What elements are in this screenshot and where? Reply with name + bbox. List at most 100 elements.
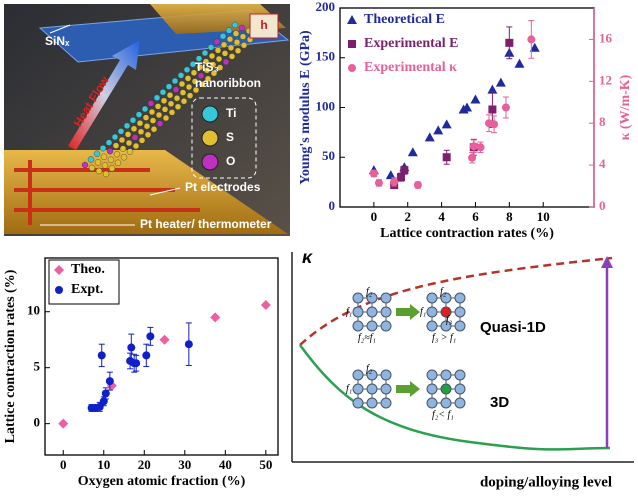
atom	[366, 306, 378, 318]
point	[99, 397, 108, 406]
atom	[216, 64, 224, 71]
atom	[136, 119, 144, 127]
atom	[178, 80, 186, 88]
gap-arrow-head	[601, 256, 613, 268]
point	[495, 77, 506, 87]
point	[210, 312, 221, 323]
y2-tick-label: 8	[599, 114, 606, 129]
y-tick-label: 5	[34, 359, 41, 374]
point	[413, 181, 422, 190]
frequency-label: f₁	[346, 383, 352, 394]
x-tick-label: 20	[138, 457, 151, 472]
atom	[100, 153, 108, 161]
atom	[125, 139, 133, 147]
atom	[173, 94, 181, 102]
frequency-label: f₁	[346, 306, 352, 317]
atom-legend: Ti SO	[201, 105, 236, 171]
legend-swatch	[54, 265, 64, 275]
point	[476, 143, 485, 152]
point	[105, 377, 114, 386]
legend-label: Theo.	[71, 262, 105, 277]
frequency-label: f₂	[366, 286, 373, 297]
heater-lines	[14, 160, 200, 225]
point	[390, 177, 399, 186]
atom	[426, 292, 438, 304]
x-tick-label: 40	[219, 457, 232, 472]
point	[101, 389, 110, 398]
atom	[132, 142, 140, 150]
atom	[191, 78, 199, 85]
frequency-label: f₂	[440, 286, 447, 297]
atom	[155, 111, 163, 119]
atom	[179, 89, 187, 96]
schematic: κ doping/alloying level f₁f₂f₂≈f₁f₁f₂f₃f…	[291, 247, 634, 490]
x-tick-label: 0	[60, 457, 67, 472]
x-tick-label: 50	[259, 457, 272, 472]
point	[505, 38, 514, 47]
atom	[189, 60, 197, 68]
electrode-label: Pt electrodes	[185, 180, 261, 194]
frequency-label: f₂	[366, 363, 373, 374]
point	[184, 340, 193, 349]
legend-label: Expt.	[71, 282, 103, 297]
point	[441, 119, 452, 129]
atom	[113, 150, 121, 158]
quasi-1d-curve	[299, 256, 613, 346]
y2-tick-label: 0	[599, 198, 606, 213]
atom	[380, 320, 392, 332]
y2-axis-label: κ (W/m-K)	[618, 74, 633, 140]
atom	[111, 133, 119, 141]
x-tick-label: 10	[97, 457, 110, 472]
atom	[120, 153, 128, 161]
lattices: f₁ f₂ f₂≈f₁ f₁ f₂ f₃ f₃ > f₁ f₁ f₂ f₂< f₁	[346, 286, 466, 420]
atom	[112, 142, 120, 149]
plot-frame	[44, 257, 279, 456]
atom	[228, 53, 236, 60]
atom	[352, 369, 364, 381]
atom-swatch	[201, 153, 219, 171]
atom	[167, 100, 175, 108]
atom	[124, 131, 132, 138]
atom	[239, 33, 247, 40]
atom	[234, 47, 242, 54]
atom	[454, 397, 466, 409]
atom	[142, 114, 150, 121]
atom	[454, 292, 466, 304]
gap-label: h	[260, 18, 267, 32]
y-tick-label: 150	[316, 49, 336, 64]
atom	[126, 148, 134, 155]
atom	[135, 111, 143, 118]
schematic-x-label: doping/alloying level	[480, 474, 612, 490]
atom	[352, 320, 364, 332]
atom	[118, 136, 126, 144]
atom	[208, 52, 216, 60]
atom	[454, 383, 466, 395]
atom	[148, 108, 156, 116]
atom	[426, 320, 438, 332]
legend-frame	[48, 259, 120, 305]
atom	[95, 167, 103, 175]
x-tick-label: 2	[404, 209, 411, 224]
atom	[88, 164, 96, 172]
frequency-label: f₃	[446, 314, 453, 325]
atom	[214, 47, 222, 54]
atom	[219, 33, 227, 40]
x-tick-label: 4	[438, 209, 445, 224]
atom	[131, 134, 139, 141]
legend-swatch	[55, 286, 63, 294]
atom	[426, 306, 438, 318]
x-tick-label: 6	[472, 209, 479, 224]
ribbon-label: nanoribbon	[195, 76, 261, 90]
atom	[203, 66, 211, 74]
atom-swatch	[201, 129, 219, 147]
atom	[380, 383, 392, 395]
atom	[159, 88, 167, 96]
atom	[240, 42, 248, 49]
atom	[366, 369, 378, 381]
atom	[226, 36, 234, 43]
atom-swatch	[201, 105, 219, 123]
atom-label: O	[226, 154, 235, 168]
point	[369, 169, 378, 178]
atom	[352, 397, 364, 409]
